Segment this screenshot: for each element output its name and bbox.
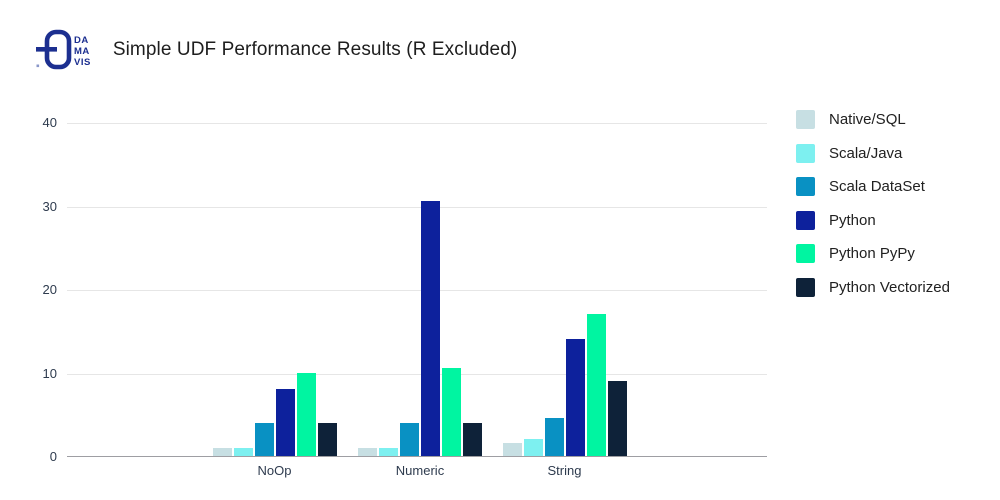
- bar-native-sql-noop: [212, 447, 232, 456]
- bar-group-string: [502, 314, 627, 456]
- damavis-logo-text: DA MA VIS: [74, 35, 91, 68]
- legend-swatch-icon: [796, 177, 815, 196]
- legend-label: Native/SQL: [829, 111, 906, 128]
- y-tick-label-40: 40: [42, 115, 57, 130]
- bar-python-vectorized-numeric: [463, 422, 482, 456]
- legend-label: Scala/Java: [829, 144, 903, 162]
- logo-line-2: MA: [74, 45, 90, 57]
- damavis-logo: DA MA VIS: [36, 28, 91, 72]
- bar-scala-dataset-numeric: [400, 422, 419, 456]
- bar-native-sql-numeric: [358, 447, 377, 456]
- bar-group-noop: [212, 372, 337, 456]
- chart-title: Simple UDF Performance Results (R Exclud…: [112, 39, 518, 60]
- x-axis-label-noop: NoOp: [257, 463, 292, 478]
- y-tick-label-10: 10: [42, 365, 57, 381]
- bar-python-string: [565, 339, 585, 456]
- gridline-10: [67, 373, 767, 375]
- x-axis-label-numeric: Numeric: [395, 463, 445, 478]
- legend-label: Python Vectorized: [829, 278, 950, 296]
- gridline-40: [67, 123, 767, 124]
- bar-scala-dataset-noop: [254, 422, 274, 456]
- bar-python-numeric: [421, 201, 440, 456]
- y-tick-label-20: 20: [42, 282, 57, 297]
- bar-python-pypy-numeric: [442, 368, 461, 456]
- x-axis-label-string: String: [547, 463, 582, 478]
- damavis-logo-icon: [36, 29, 72, 70]
- bar-scala-java-noop: [233, 447, 253, 456]
- gridline-0: [67, 456, 767, 457]
- bar-python-vectorized-string: [607, 380, 627, 456]
- legend-label: Python PyPy: [829, 245, 915, 262]
- logo-line-3: VIS: [74, 56, 91, 68]
- legend-swatch-icon: [796, 210, 815, 230]
- legend-item-python-pypy: Python PyPy: [796, 244, 950, 263]
- bar-python-noop: [275, 389, 295, 456]
- plot-area: 0 10 20 30 40 NoOp Numeric String: [43, 115, 767, 478]
- y-tick-label-0: 0: [49, 449, 57, 464]
- legend-label: Python: [829, 211, 876, 229]
- legend-item-python-vectorized: Python Vectorized: [796, 277, 950, 297]
- bar-python-vectorized-noop: [317, 422, 337, 456]
- bar-native-sql-string: [502, 443, 522, 456]
- chart-header: DA MA VIS Simple UDF Performance Results…: [36, 28, 517, 72]
- gridline-30: [67, 206, 767, 208]
- legend-item-native-sql: Native/SQL: [796, 110, 950, 129]
- bar-scala-dataset-string: [544, 418, 564, 456]
- bar-python-pypy-noop: [296, 372, 316, 456]
- bar-scala-java-numeric: [379, 447, 398, 456]
- chart-legend: Native/SQL Scala/Java Scala DataSet Python P…: [796, 110, 950, 311]
- legend-swatch-icon: [796, 143, 815, 163]
- y-tick-label-30: 30: [42, 198, 57, 214]
- bar-python-pypy-string: [586, 314, 606, 456]
- legend-label: Scala DataSet: [829, 178, 925, 195]
- legend-item-scala-dataset: Scala DataSet: [796, 177, 950, 196]
- gridline-20: [67, 290, 767, 291]
- legend-item-python: Python: [796, 210, 950, 230]
- legend-swatch-icon: [796, 277, 815, 297]
- legend-swatch-icon: [796, 244, 815, 263]
- bar-group-numeric: [358, 201, 482, 456]
- legend-swatch-icon: [796, 110, 815, 129]
- bar-scala-java-string: [523, 439, 543, 456]
- logo-line-1: DA: [74, 34, 89, 46]
- legend-item-scala-java: Scala/Java: [796, 143, 950, 163]
